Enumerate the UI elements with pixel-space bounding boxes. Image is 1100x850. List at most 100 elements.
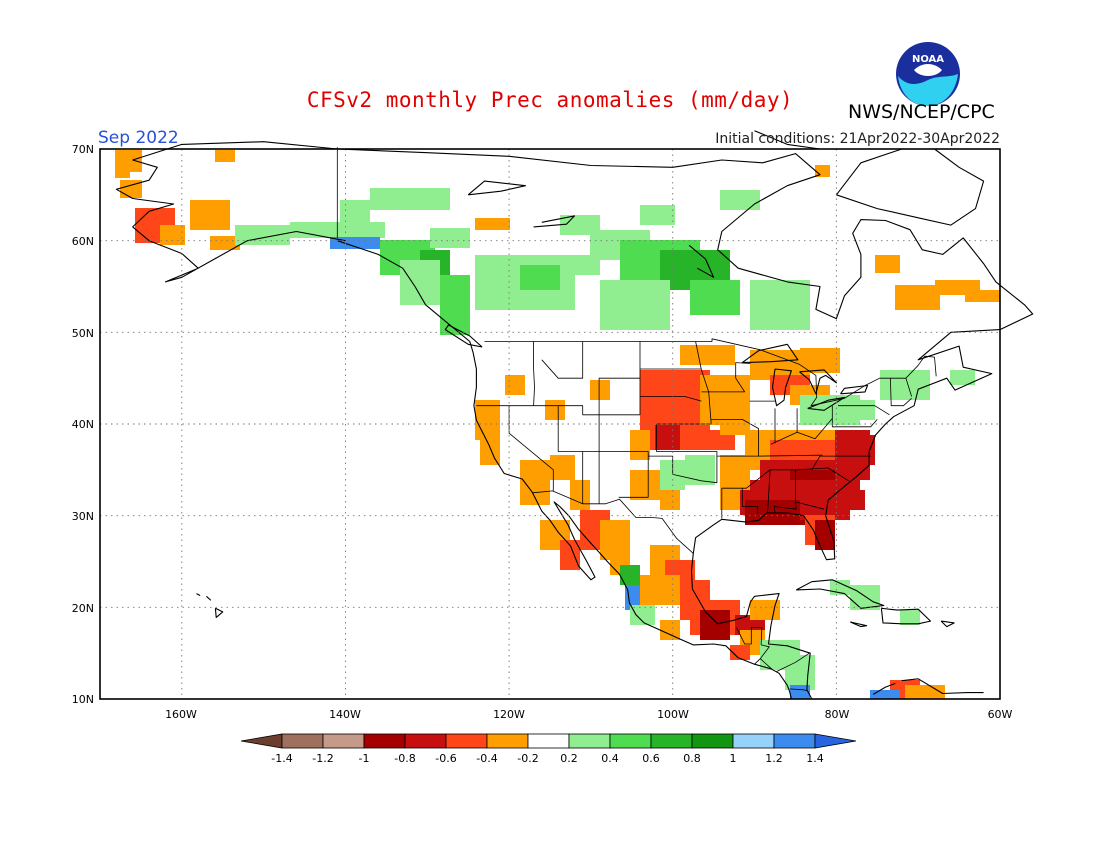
colorbar	[240, 733, 857, 749]
anomaly-cell	[600, 280, 670, 330]
coastline	[337, 240, 792, 700]
colorbar-swatch	[363, 733, 406, 749]
colorbar-swatch	[650, 733, 693, 749]
coastline	[796, 579, 885, 609]
colorbar-arrow-high	[814, 733, 857, 749]
colorbar-label: 1	[730, 752, 737, 765]
anomaly-cell	[700, 610, 730, 640]
anomaly-cell	[680, 345, 735, 365]
anomaly-cell	[620, 565, 640, 585]
state-border	[795, 501, 825, 510]
noaa-logo-text: NOAA	[912, 54, 944, 65]
anomaly-cell	[660, 620, 680, 640]
anomaly-cell	[440, 275, 470, 335]
colorbar-swatch	[281, 733, 324, 749]
anomaly-cell	[850, 585, 880, 610]
anomaly-cell	[340, 200, 370, 230]
colorbar-labels: -1.4 -1.2 -1 -0.8 -0.6 -0.4 -0.2 0.2 0.4 0.6 0.8 1 1…	[271, 752, 823, 765]
lat-tick-label: 40N	[72, 418, 94, 431]
colorbar-label: -1.2	[312, 752, 333, 765]
state-border	[767, 469, 771, 513]
coastline	[444, 324, 483, 348]
state-border	[838, 405, 890, 416]
noaa-logo: NOAA	[896, 42, 960, 106]
anomaly-cell	[190, 200, 230, 230]
state-border	[890, 378, 912, 407]
coastline	[206, 595, 212, 601]
anomaly-cell	[475, 400, 500, 440]
coastline	[872, 682, 896, 695]
state-border	[905, 378, 912, 397]
colorbar-arrow-low	[240, 733, 283, 749]
state-border	[640, 396, 702, 402]
anomaly-cell	[845, 400, 875, 420]
anomaly-cell	[855, 435, 875, 465]
anomaly-cell	[870, 690, 900, 699]
coastline	[807, 396, 846, 411]
colorbar-label: -0.2	[517, 752, 538, 765]
colorbar-label: 0.8	[683, 752, 701, 765]
chart-title: CFSv2 monthly Prec anomalies (mm/day)	[306, 88, 794, 112]
coastline	[771, 368, 792, 407]
state-border	[741, 488, 759, 514]
anomaly-cell	[520, 265, 560, 290]
state-border	[773, 469, 797, 513]
coastline	[850, 621, 868, 628]
anomaly-cell	[880, 370, 930, 400]
anomaly-cell	[655, 425, 680, 450]
lon-tick-labels: 160W 140W 120W 100W 80W 60W	[165, 708, 1012, 721]
colorbar-swatch	[445, 733, 488, 749]
state-border	[599, 451, 649, 498]
colorbar-label: 0.4	[601, 752, 619, 765]
state-border	[656, 341, 712, 452]
anomaly-cell	[720, 455, 750, 490]
colorbar-label: -1	[359, 752, 370, 765]
coastline	[835, 148, 985, 226]
anomaly-cell	[120, 180, 142, 198]
lon-tick-label: 140W	[329, 708, 361, 721]
coastline	[799, 369, 837, 395]
anomaly-cell	[560, 540, 580, 570]
colorbar-label: -0.6	[435, 752, 456, 765]
anomaly-cell	[370, 188, 450, 210]
anomaly-cell	[215, 150, 235, 162]
lat-tick-label: 30N	[72, 510, 94, 523]
colorbar-swatch	[568, 733, 611, 749]
anomaly-cell	[235, 225, 290, 245]
anomaly-cell	[630, 605, 655, 625]
state-border	[532, 490, 694, 554]
anomaly-cell	[590, 380, 610, 400]
state-border	[541, 341, 584, 379]
colorbar-swatch	[404, 733, 447, 749]
anomaly-cell	[630, 430, 650, 460]
state-border	[770, 418, 833, 445]
coastline	[533, 215, 576, 228]
anomaly-cell	[640, 575, 680, 605]
anomaly-cell	[505, 375, 525, 395]
anomaly-cell	[625, 585, 640, 610]
state-border	[557, 377, 640, 452]
anomaly-cell	[685, 455, 715, 485]
coastline	[115, 141, 346, 283]
colorbar-swatch	[691, 733, 734, 749]
anomaly-cell	[630, 470, 660, 500]
anomaly-cell	[545, 400, 565, 420]
colorbar-swatch	[609, 733, 652, 749]
state-border	[648, 451, 718, 484]
state-border	[831, 405, 878, 428]
anomaly-cell	[570, 480, 590, 510]
lat-tick-labels: 70N 60N 50N 40N 30N 20N 10N	[72, 143, 94, 706]
anomaly-cell	[660, 490, 680, 510]
anomaly-cells	[115, 150, 1000, 699]
anomaly-cell	[830, 580, 850, 595]
target-month: Sep 2022	[98, 128, 179, 148]
colorbar-label: 1.2	[765, 752, 783, 765]
lon-tick-label: 80W	[825, 708, 850, 721]
org-label: NWS/NCEP/CPC	[848, 101, 995, 123]
coastline	[688, 244, 715, 278]
anomaly-cell	[835, 490, 865, 510]
anomaly-cell	[730, 645, 750, 660]
coastline	[901, 678, 984, 695]
state-border	[711, 419, 759, 457]
anomaly-cell	[430, 228, 470, 248]
